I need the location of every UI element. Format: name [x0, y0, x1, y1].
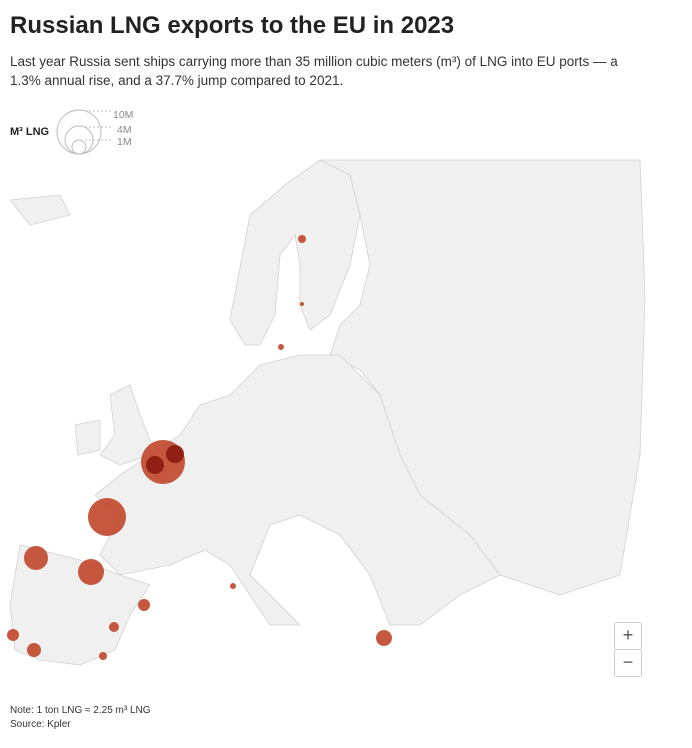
footer: Note: 1 ton LNG ≈ 2.25 m³ LNG Source: Kp…: [10, 704, 151, 732]
terminal-huelva: [27, 643, 41, 657]
terminal-sagunto: [109, 622, 119, 632]
terminal-rotterdam: [166, 445, 184, 463]
lng-terminals: [7, 235, 392, 660]
legend-4m: 4M: [117, 124, 132, 136]
terminal-barcelona: [138, 599, 150, 611]
terminal-livorno: [230, 583, 236, 589]
terminal-pori: [300, 302, 304, 306]
terminal-cartagena: [99, 652, 107, 660]
terminal-el-musel: [24, 546, 48, 570]
legend-1m: 1M: [117, 136, 132, 148]
land-ireland: [74, 419, 101, 456]
page-title: Russian LNG exports to the EU in 2023: [10, 12, 455, 39]
land-iceland-north: [9, 194, 71, 226]
zoom-out-button[interactable]: −: [614, 649, 642, 677]
land-britain: [99, 384, 151, 466]
legend-10m: 10M: [113, 109, 134, 121]
subtitle: Last year Russia sent ships carrying mor…: [10, 54, 618, 88]
terminal-revithoussa: [376, 630, 392, 646]
terminal-nynashamn: [278, 344, 284, 350]
terminal-bilbao: [78, 559, 104, 585]
terminal-montoir: [88, 498, 126, 536]
land-scandinavia: [229, 159, 361, 346]
zoom-in-button[interactable]: +: [614, 622, 642, 650]
legend-label: M³ LNG: [10, 126, 50, 138]
legend-circles: [56, 109, 113, 155]
land-mainland: [94, 354, 501, 626]
footnote: Note: 1 ton LNG ≈ 2.25 m³ LNG: [10, 705, 151, 716]
terminal-dunkirk: [146, 456, 164, 474]
europe-map[interactable]: [0, 155, 692, 685]
terminal-tornio: [298, 235, 306, 243]
terminal-sines: [7, 629, 19, 641]
source: Source: Kpler: [10, 719, 71, 730]
